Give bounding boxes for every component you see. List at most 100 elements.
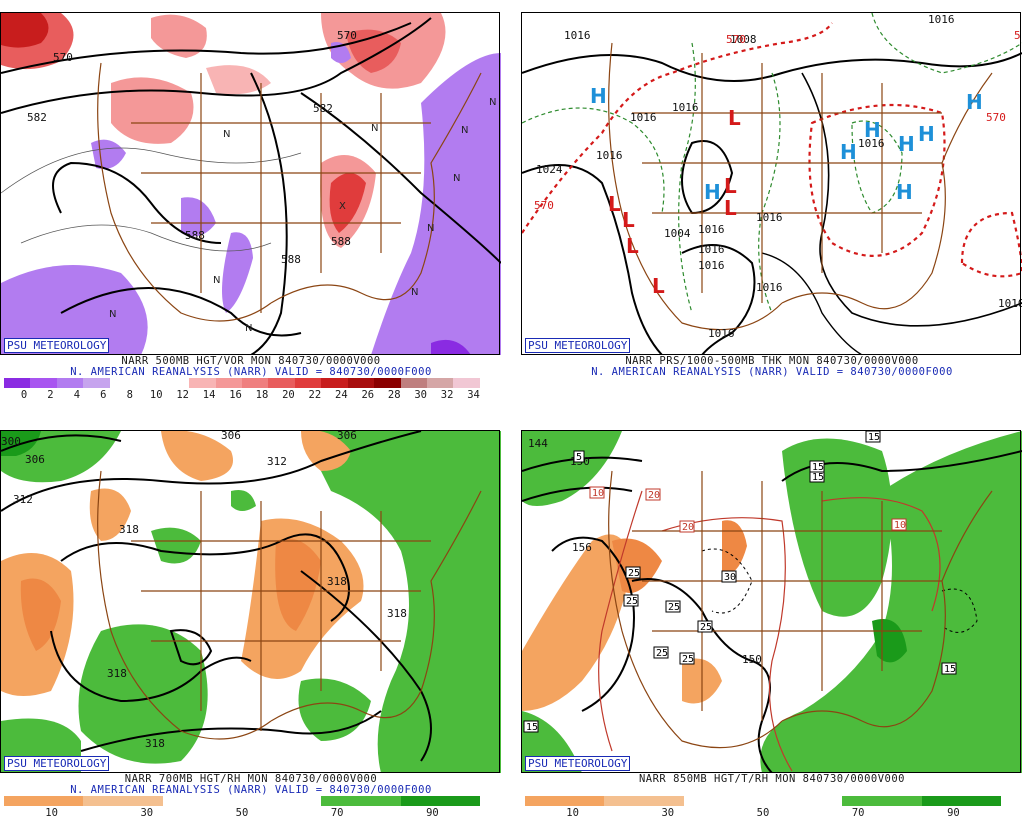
scale-tick-label: 30 [414,389,427,401]
rh-scale-ticks: 10 30 50 70 90 [4,807,480,819]
contour-label: 25 [628,568,640,579]
isobar-label: 1016 [698,243,725,256]
scale-swatch [294,378,322,388]
scale-swatch [4,796,84,806]
map-700mb: 306 306 300 306 312 312 318 318 318 318 … [1,431,501,773]
scale-swatch [241,796,322,806]
scale-swatch [215,378,242,388]
isobar-label: 1016 [596,149,623,162]
low-pressure-marker: L [724,196,737,220]
contour-label: 15 [812,462,824,473]
scale-swatch [56,378,84,388]
contour-label: 5 [576,452,582,463]
scale-tick-label: 10 [45,807,58,819]
thickness-label: 570 [534,199,554,212]
contour-label: 25 [682,654,694,665]
scale-swatch [268,378,295,388]
high-pressure-marker: H [918,122,935,146]
vort-letter: N [223,129,230,140]
isobar-label: 1024 [536,163,563,176]
vort-letter: N [427,223,434,234]
scale-swatch [241,378,269,388]
contour-label: 318 [145,737,165,750]
psu-meteorology-badge: PSU METEOROLOGY [525,338,631,353]
vorticity-scale-ticks: 0 2 4 6 8 10 12 14 16 18 20 22 24 26 28 30 32 34 [4,389,480,401]
high-pressure-marker: H [590,84,607,108]
caption-title: NARR PRS/1000-500MB THK MON 840730/0000V… [625,355,919,367]
scale-tick-label: 32 [440,389,454,401]
scale-tick-label: 6 [100,389,107,401]
vort-letter: N [411,287,418,298]
contour-label: 20 [682,522,694,533]
psu-meteorology-badge: PSU METEOROLOGY [525,756,631,771]
contour-label: 306 [221,431,241,442]
thickness-label: 5 [1014,29,1021,42]
panel-700mb-hgt-rh: 306 306 300 306 312 312 318 318 318 318 … [0,418,502,819]
isobar-label: 1016 [708,327,735,340]
panel-850mb-hgt-t-rh: 144 150 156 150 15 15 5 10 20 20 10 25 2… [521,418,1023,819]
psu-meteorology-badge: PSU METEOROLOGY [4,338,110,353]
panel-1000-500mb-thickness: 1016 1008 1016 1016 1016 1016 1016 1016 … [521,0,1023,398]
isobar-label: 1008 [730,33,757,46]
contour-label: 144 [528,437,548,450]
scale-tick-label: 24 [335,389,348,401]
isobar-label: 1016 [756,211,783,224]
contour-label: 588 [331,235,351,248]
high-pressure-marker: H [840,140,857,164]
scale-tick-label: 10 [149,389,163,401]
vort-letter: X [339,201,346,212]
contour-label: 306 [337,431,357,442]
isobar-label: 1016 [630,111,657,124]
vorticity-color-scale [4,378,480,388]
scale-swatch [921,796,1001,806]
scale-tick-label: 12 [176,389,189,401]
vort-letter: N [371,123,378,134]
scale-tick-label: 30 [661,807,675,819]
scale-tick-label: 70 [330,807,344,819]
map-thickness: 1016 1008 1016 1016 1016 1016 1016 1016 … [522,13,1022,355]
contour-label: 570 [53,51,73,64]
contour-label: 150 [742,653,762,666]
contour-label: 15 [526,722,538,733]
contour-label: 312 [267,455,287,468]
scale-tick-label: 14 [202,389,216,401]
contour-label: 156 [572,541,592,554]
panel-500mb-hgt-vor: 570 582 582 570 588 588 588 N X N N N N … [0,0,502,401]
scale-tick-label: 18 [255,389,269,401]
high-pressure-marker: H [898,132,915,156]
rh-color-scale [525,796,1001,806]
scale-swatch [162,796,242,806]
scale-swatch [136,378,163,388]
scale-tick-label: 30 [140,807,154,819]
scale-tick-label: 26 [361,389,375,401]
contour-label: 15 [868,432,880,443]
isobar-label: 1016 [564,29,591,42]
scale-tick-label: 20 [282,389,295,401]
low-pressure-marker: L [652,274,665,298]
low-pressure-marker: L [626,234,639,258]
scale-tick-label: 4 [73,389,81,401]
contour-label: 10 [894,520,906,531]
scale-tick-label: 16 [229,389,242,401]
scale-swatch [604,796,684,806]
map-850mb: 144 150 156 150 15 15 5 10 20 20 10 25 2… [522,431,1022,773]
contour-label: 318 [387,607,407,620]
psu-meteorology-badge: PSU METEOROLOGY [4,756,110,771]
isobar-label: 1016 [698,259,725,272]
scale-tick-label: 8 [126,389,133,401]
contour-label: 30 [724,572,736,583]
contour-label: 300 [1,435,21,448]
isobar-label: 1016 [858,137,885,150]
vort-letter: N [461,125,468,136]
vort-letter: N [213,275,220,286]
isobar-label: 1016 [928,13,955,26]
scale-swatch [162,378,190,388]
high-pressure-marker: H [864,118,881,142]
caption-valid: N. AMERICAN REANALYSIS (NARR) VALID = 84… [70,784,432,796]
scale-tick-label: 34 [467,389,480,401]
scale-swatch [321,378,348,388]
scale-tick-label: 10 [566,807,579,819]
isobar-label: 1016 [698,223,725,236]
scale-tick-label: 0 [20,389,28,401]
scale-swatch [347,378,375,388]
